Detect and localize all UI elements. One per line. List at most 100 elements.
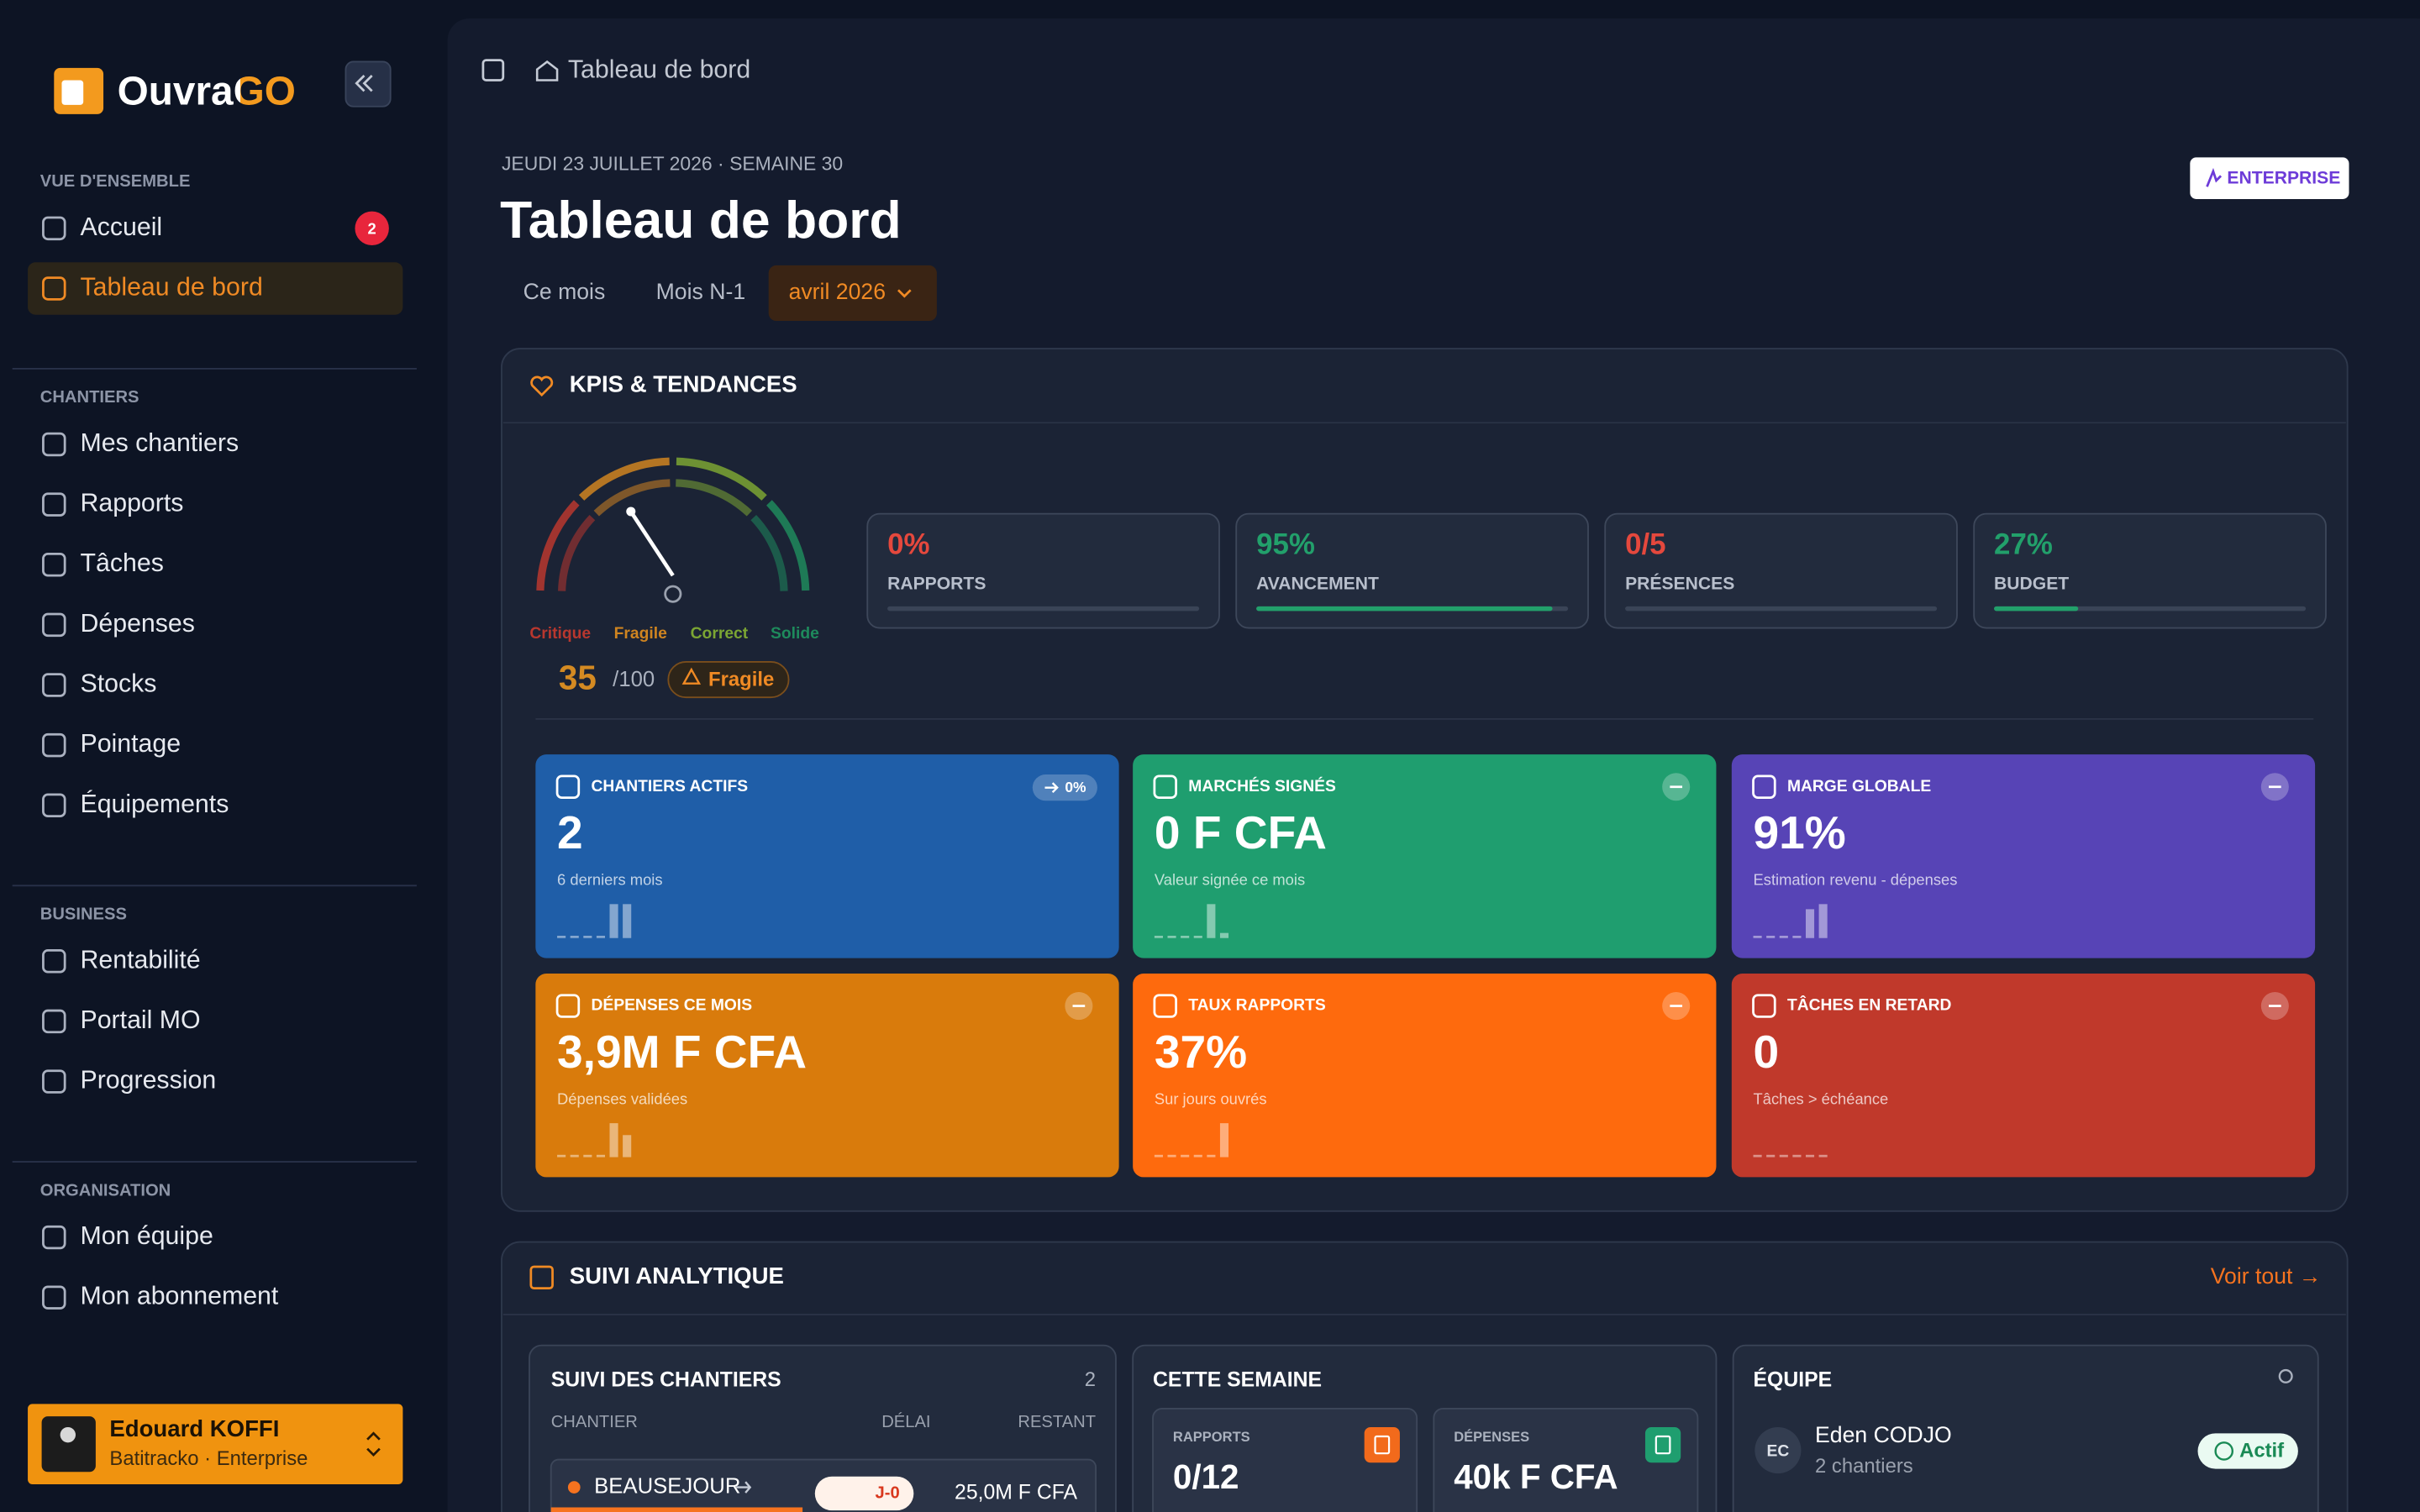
gauge-zone-label: Correct — [691, 625, 749, 643]
spark-bar — [623, 904, 632, 938]
sidebar-toggle[interactable] — [481, 59, 505, 81]
status-dot — [567, 1481, 581, 1494]
member-name: Eden CODJO — [1815, 1422, 1952, 1447]
trend-arrow — [1044, 782, 1059, 794]
plan-badge — [2190, 157, 2349, 199]
user-card[interactable] — [28, 1404, 403, 1484]
stat-label: DÉPENSES — [1454, 1429, 1529, 1445]
spark-bar — [583, 1154, 592, 1158]
kpi-card[interactable] — [1133, 754, 1717, 958]
spark-bar — [1779, 935, 1788, 938]
see-all-link[interactable]: Voir tout → — [2211, 1263, 2322, 1289]
spark-bar — [1753, 1154, 1762, 1158]
spark-bar — [1154, 1154, 1163, 1158]
card-value: 37% — [1155, 1026, 1247, 1078]
period-tab[interactable]: avril 2026 — [789, 279, 886, 304]
spark-bar — [1167, 935, 1176, 938]
collapse-button[interactable] — [345, 60, 392, 108]
icon — [42, 1285, 66, 1310]
nav-item[interactable]: Rentabilité — [81, 946, 201, 974]
badge-bg — [355, 211, 389, 246]
metric-label: AVANCEMENT — [1256, 575, 1379, 594]
spark-bar — [609, 904, 618, 938]
sub-panel-title: CETTE SEMAINE — [1153, 1368, 1322, 1391]
gauge-arc-outer — [676, 457, 767, 501]
user-avatar — [41, 1416, 96, 1473]
nav-item[interactable]: Mon abonnement — [81, 1283, 279, 1310]
nav-item[interactable]: Rapports — [81, 490, 184, 517]
icon — [42, 1009, 66, 1034]
spark-bar — [1167, 1154, 1176, 1158]
nav-item[interactable]: Accueil — [81, 213, 163, 241]
card-title: TAUX RAPPORTS — [1188, 997, 1326, 1015]
sub-panel — [1732, 1344, 2319, 1512]
stat-box — [1152, 1408, 1418, 1512]
nav-item[interactable]: Progression — [81, 1067, 217, 1095]
spark-bar — [1792, 1154, 1802, 1158]
icon — [42, 216, 66, 241]
collapse-icon — [355, 75, 373, 92]
stat-value: 0/12 — [1173, 1457, 1239, 1496]
period-tab[interactable]: Ce mois — [523, 279, 606, 304]
gauge-arc-inner — [750, 514, 788, 591]
nav-item[interactable]: Mes chantiers — [81, 429, 239, 457]
kpi-card[interactable] — [1731, 754, 2316, 958]
icon — [42, 553, 66, 577]
card-subtitle: Estimation revenu - dépenses — [1754, 871, 1958, 889]
nav-item[interactable]: Portail MO — [81, 1006, 201, 1034]
spark-bar — [557, 1154, 566, 1158]
heart-icon — [530, 375, 554, 397]
kpi-card[interactable] — [1731, 973, 2316, 1178]
progress-track — [1625, 606, 1938, 612]
column-header: CHANTIER — [551, 1413, 638, 1431]
metric-box — [866, 512, 1220, 629]
stat-value: 40k F CFA — [1454, 1457, 1618, 1496]
metric-label: BUDGET — [1994, 575, 2069, 594]
stat-icon-glyph — [1374, 1435, 1391, 1455]
card-subtitle: Tâches > échéance — [1754, 1089, 1889, 1107]
spark-bar — [1753, 935, 1762, 938]
nav-item[interactable]: Équipements — [81, 790, 229, 818]
nav-item[interactable]: Tâches — [81, 549, 164, 577]
gauge-pivot — [664, 585, 682, 603]
card-subtitle: Sur jours ouvrés — [1155, 1089, 1267, 1107]
kpi-card[interactable] — [1133, 973, 1717, 1178]
brand-name: OuvraGO — [118, 70, 296, 114]
nav-item[interactable]: Tableau de bord — [81, 273, 263, 301]
stat-box — [1433, 1408, 1699, 1512]
nav-item[interactable]: Mon équipe — [81, 1222, 213, 1250]
trend-badge — [1032, 774, 1097, 801]
nav-item[interactable]: Dépenses — [81, 610, 195, 638]
gauge-score: 35 — [559, 659, 597, 697]
page-date: JEUDI 23 JUILLET 2026 · SEMAINE 30 — [502, 153, 843, 175]
icon — [1752, 994, 1776, 1018]
spark-bar — [1219, 932, 1229, 938]
spark-bar — [1181, 1154, 1190, 1158]
delay-pill — [814, 1476, 914, 1511]
spark-bar — [1805, 909, 1815, 938]
needle-tip — [626, 507, 636, 517]
member-status: Actif — [2239, 1440, 2284, 1462]
status-label: Fragile — [708, 668, 774, 690]
section-title: BUSINESS — [40, 906, 127, 924]
spark-bar — [557, 935, 566, 938]
kpi-card[interactable] — [535, 754, 1119, 958]
metric-value: 27% — [1994, 528, 2053, 560]
icon — [42, 1225, 66, 1250]
metric-box — [1235, 512, 1589, 629]
gauge-arc-inner — [676, 479, 753, 517]
spark-bar — [1207, 904, 1216, 938]
people-icon — [2278, 1368, 2293, 1383]
warn-icon — [681, 667, 702, 685]
period-tab[interactable]: Mois N-1 — [656, 279, 746, 304]
nav-item[interactable]: Pointage — [81, 730, 182, 758]
delay-label: J-0 — [876, 1483, 900, 1502]
card-value: 2 — [557, 806, 583, 858]
card-subtitle: Dépenses validées — [557, 1089, 687, 1107]
spark-bar — [1154, 935, 1163, 938]
kpi-card[interactable] — [535, 973, 1119, 1178]
nav-item[interactable]: Stocks — [81, 670, 157, 698]
